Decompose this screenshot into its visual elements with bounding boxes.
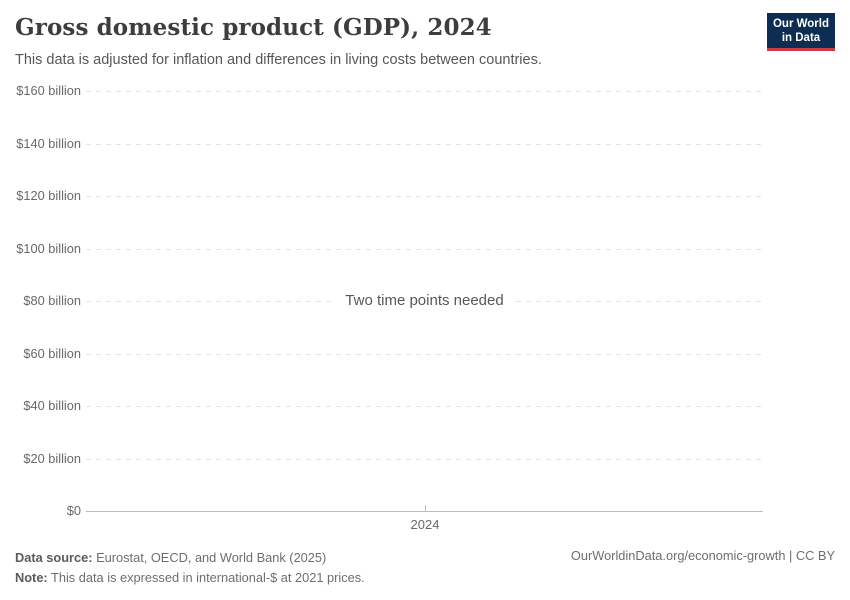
- chart-title: Gross domestic product (GDP), 2024: [15, 14, 492, 41]
- y-axis-tick-label: $40 billion: [23, 398, 81, 413]
- note-label: Note:: [15, 570, 48, 585]
- note-text: This data is expressed in international-…: [47, 570, 365, 585]
- y-gridline: [86, 249, 763, 250]
- y-axis-tick-label: $120 billion: [16, 188, 81, 203]
- y-gridline: [86, 354, 763, 355]
- y-axis-tick-label: $140 billion: [16, 136, 81, 151]
- data-source-line: Data source: Eurostat, OECD, and World B…: [15, 548, 365, 568]
- y-axis-tick-label: $100 billion: [16, 241, 81, 256]
- chart-footer: Data source: Eurostat, OECD, and World B…: [15, 548, 365, 588]
- y-axis-tick-label: $160 billion: [16, 83, 81, 98]
- y-axis-tick-label: $0: [66, 503, 81, 518]
- y-gridline: [86, 91, 763, 92]
- note-line: Note: This data is expressed in internat…: [15, 568, 365, 588]
- y-gridline: [86, 196, 763, 197]
- owid-logo-line2: in Data: [781, 32, 821, 44]
- data-source-label: Data source:: [15, 550, 93, 565]
- x-axis-tick-label: 2024: [410, 517, 440, 532]
- x-axis-baseline: [86, 511, 763, 512]
- y-gridline: [86, 459, 763, 460]
- y-axis-tick-label: $20 billion: [23, 451, 81, 466]
- y-gridline: [86, 406, 763, 407]
- x-axis-tick-mark: [425, 505, 426, 511]
- y-gridline: [86, 301, 763, 302]
- data-source-text: Eurostat, OECD, and World Bank (2025): [92, 550, 327, 565]
- chart-subtitle: This data is adjusted for inflation and …: [15, 52, 542, 68]
- owid-logo[interactable]: Our World in Data: [767, 13, 835, 51]
- owid-citation-link[interactable]: OurWorldinData.org/economic-growth | CC …: [570, 548, 835, 563]
- y-axis-tick-label: $80 billion: [23, 293, 81, 308]
- y-axis-tick-label: $60 billion: [23, 346, 81, 361]
- owid-logo-line1: Our World: [772, 18, 829, 30]
- y-gridline: [86, 144, 763, 145]
